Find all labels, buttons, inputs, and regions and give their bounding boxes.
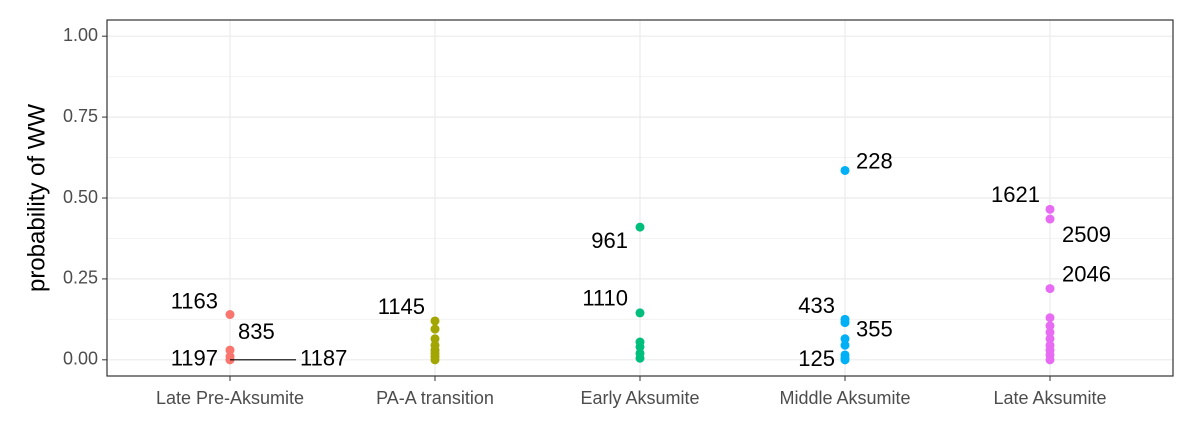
point	[1045, 321, 1055, 331]
point-label: 1187	[300, 346, 347, 371]
x-tick-label: Early Aksumite	[580, 388, 699, 408]
y-tick-label: 0.00	[63, 349, 98, 369]
point-label: 125	[798, 346, 835, 371]
point-label: 1110	[582, 286, 628, 311]
point	[1045, 327, 1055, 337]
point	[635, 342, 645, 352]
point-label: 1621	[991, 182, 1040, 207]
y-tick-label: 0.25	[63, 268, 98, 288]
point	[840, 340, 850, 350]
y-axis-title: probability of WW	[23, 104, 50, 292]
point-label: 433	[798, 293, 835, 318]
point	[635, 308, 645, 318]
point	[840, 165, 850, 175]
point	[1045, 284, 1055, 294]
point	[430, 355, 440, 365]
point-label: 1163	[171, 288, 218, 313]
y-tick-label: 0.50	[63, 187, 98, 207]
point	[430, 324, 440, 334]
point	[225, 345, 235, 355]
point-label: 355	[856, 317, 893, 342]
point	[1045, 334, 1055, 344]
point	[840, 318, 850, 328]
point-label: 835	[238, 319, 275, 344]
point	[1045, 214, 1055, 224]
y-tick-label: 0.75	[63, 106, 98, 126]
point	[840, 355, 850, 365]
point	[1045, 204, 1055, 214]
x-tick-label: Late Pre-Aksumite	[156, 388, 304, 408]
panel-border	[106, 19, 1174, 377]
point	[225, 310, 235, 320]
x-tick-label: Middle Aksumite	[779, 388, 910, 408]
point-label: 1197	[171, 345, 218, 370]
y-tick-label: 1.00	[63, 25, 98, 45]
point	[1045, 313, 1055, 323]
x-tick-label: Late Aksumite	[993, 388, 1106, 408]
point	[1045, 355, 1055, 365]
point-label: 2046	[1062, 261, 1111, 286]
point	[430, 334, 440, 344]
point	[635, 353, 645, 363]
point	[635, 222, 645, 232]
point-label: 961	[591, 228, 628, 253]
point	[840, 334, 850, 344]
point	[430, 316, 440, 326]
point-label: 1145	[378, 294, 425, 319]
x-tick-label: PA-A transition	[376, 388, 494, 408]
point-label: 228	[856, 148, 893, 173]
point-label: 2509	[1062, 222, 1111, 247]
